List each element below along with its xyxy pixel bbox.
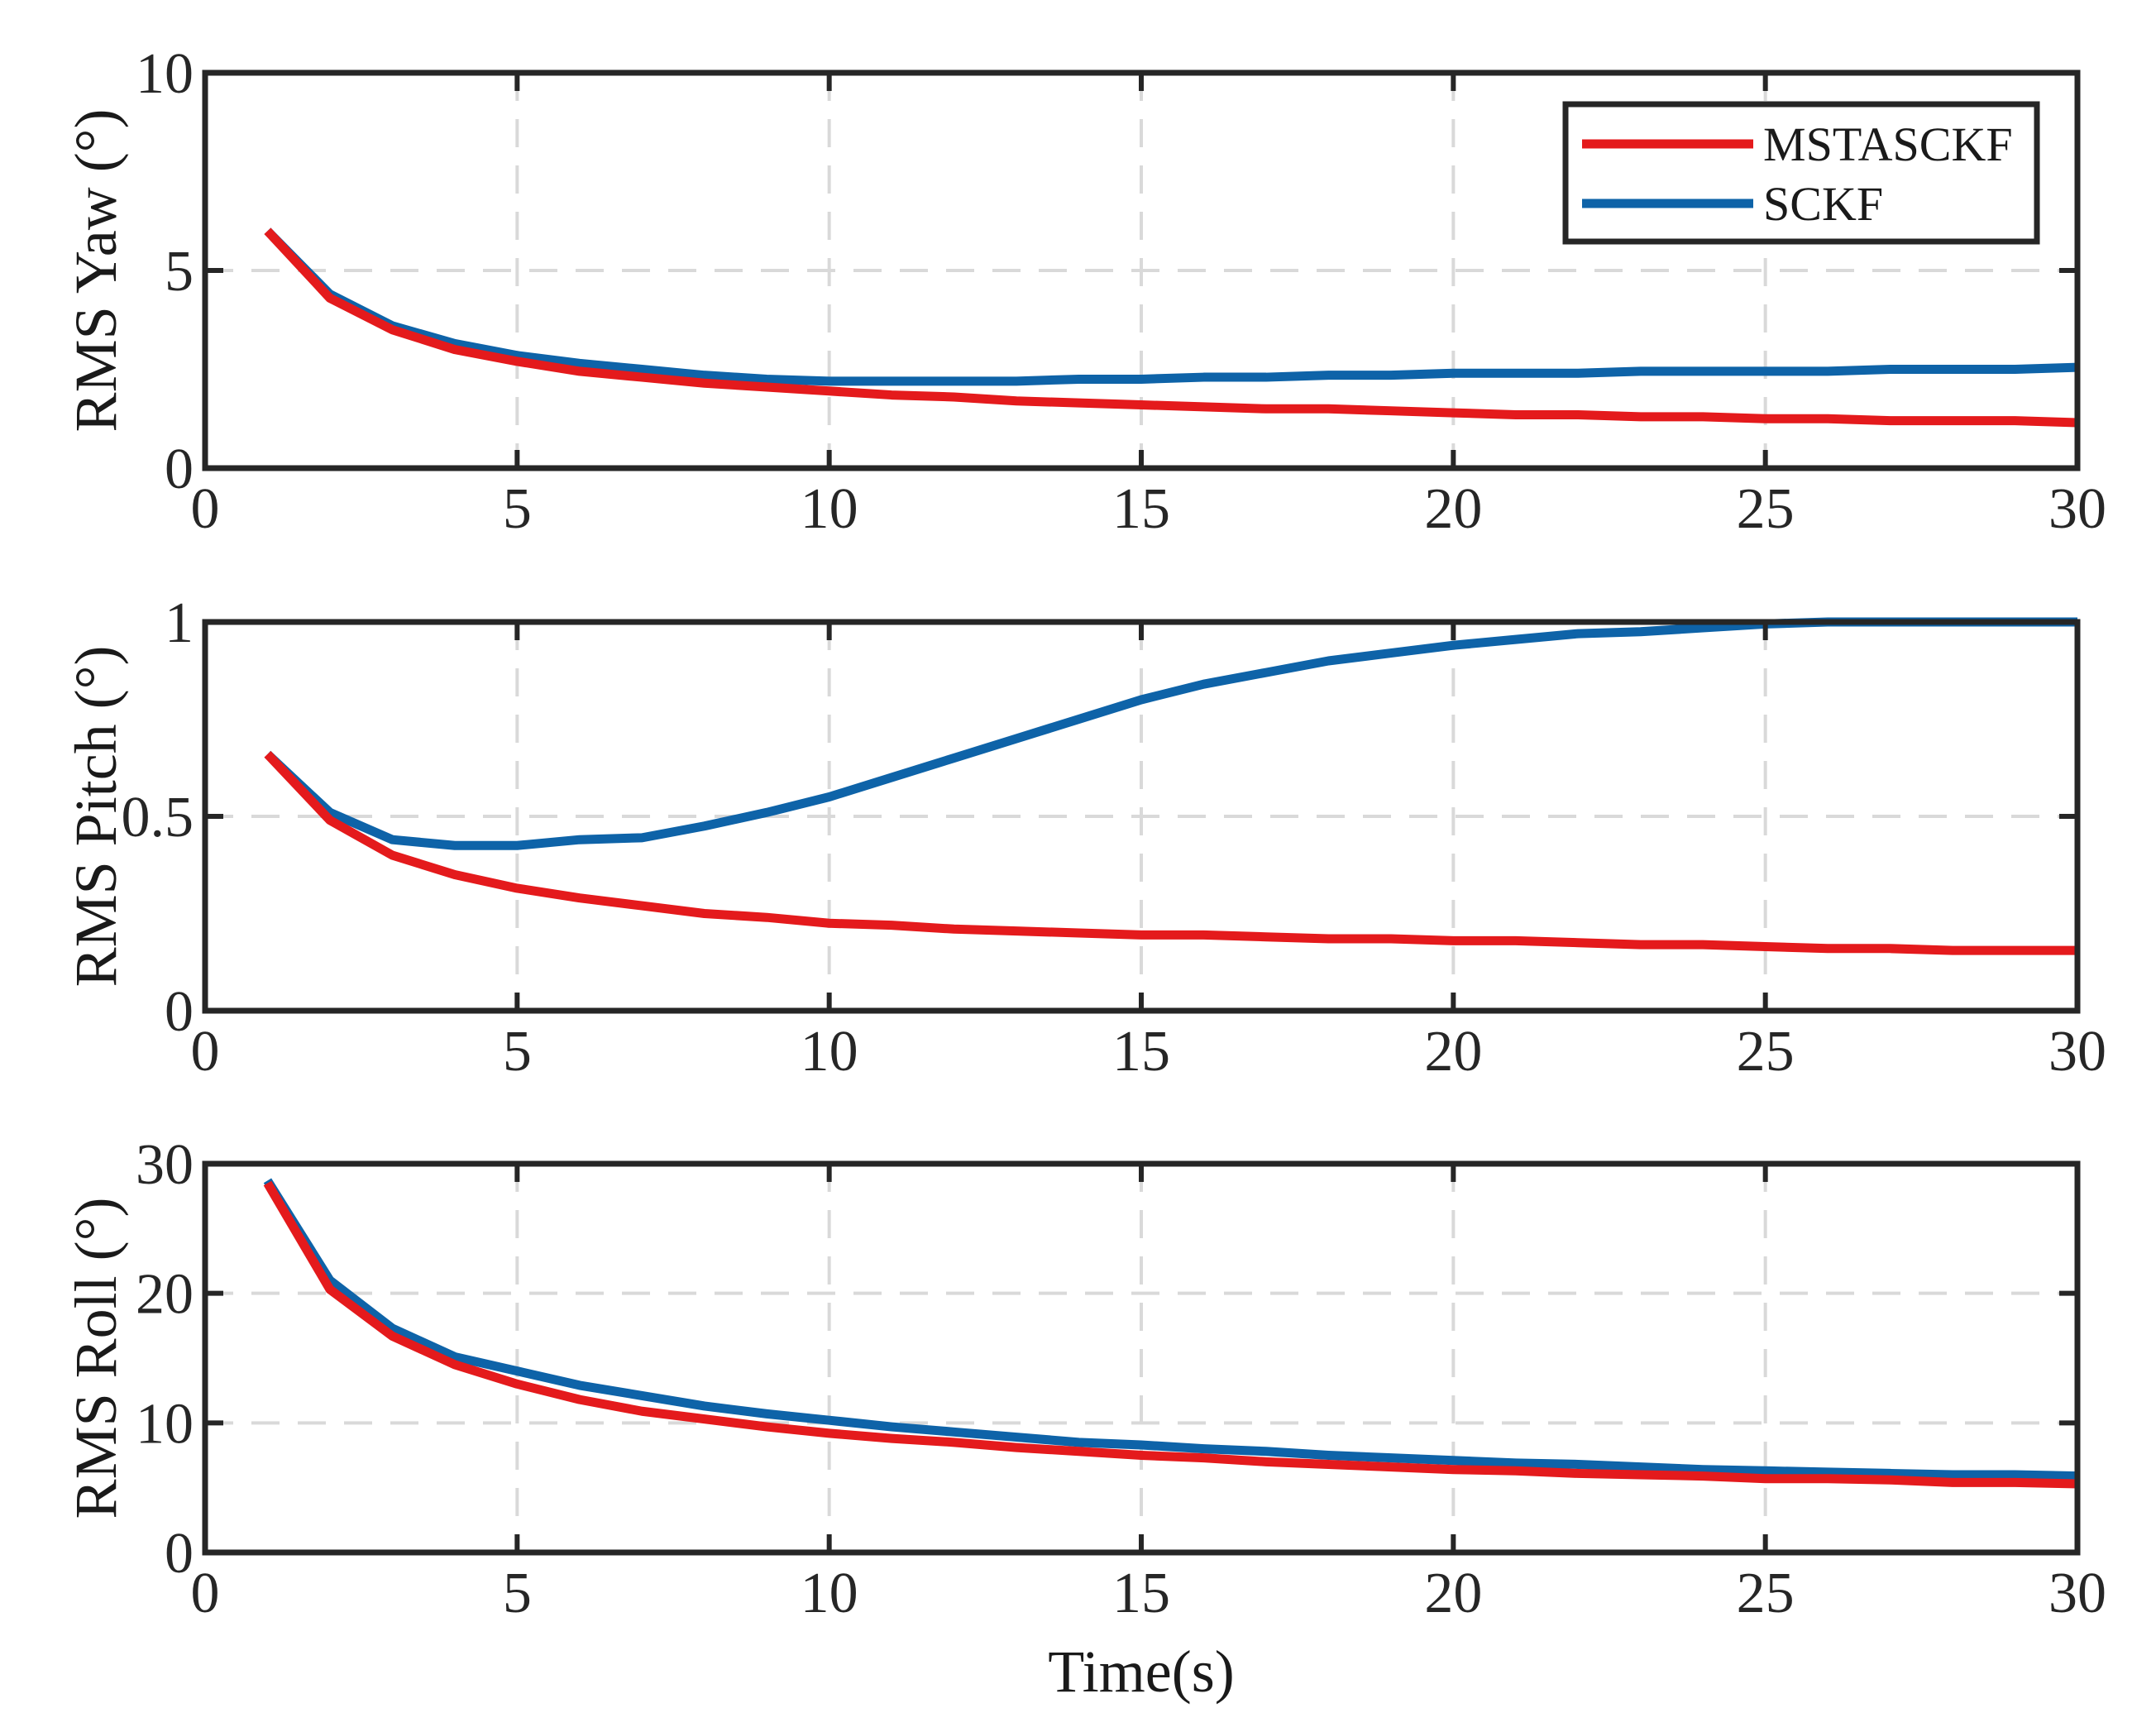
yaw-y-axis-label: RMS Yaw (°) <box>63 109 129 433</box>
pitch-x-tick-label: 0 <box>191 1020 220 1084</box>
roll-grid <box>205 1164 2077 1552</box>
yaw-x-tick-label: 10 <box>801 477 858 541</box>
roll-y-axis-label: RMS Roll (°) <box>63 1198 129 1519</box>
yaw-x-tick-label: 20 <box>1424 477 1482 541</box>
yaw-x-tick-labels: 0 5 10 15 20 25 30 <box>191 477 2107 541</box>
yaw-series <box>264 227 2078 428</box>
yaw-panel: 0 5 10 15 20 25 30 0 5 10 RMS Yaw (°) <box>63 42 2106 541</box>
pitch-y-axis-label: RMS Pitch (°) <box>63 646 129 988</box>
roll-y-tick-label: 0 <box>165 1522 194 1586</box>
yaw-y-tick-label: 5 <box>165 240 194 304</box>
yaw-x-tick-label: 30 <box>2048 477 2106 541</box>
yaw-x-tick-label: 0 <box>191 477 220 541</box>
roll-y-tick-labels: 0 10 20 30 <box>136 1133 194 1586</box>
roll-panel: 0 5 10 15 20 25 30 0 10 20 30 RMS Roll (°) Time(s… <box>63 1133 2106 1705</box>
yaw-y-tick-label: 10 <box>136 42 194 106</box>
yaw-series-mstasckf-line <box>264 227 2078 428</box>
roll-series <box>263 1178 2078 1489</box>
pitch-y-tick-label: 0.5 <box>122 786 194 849</box>
yaw-x-tick-label: 5 <box>503 477 532 541</box>
roll-x-tick-label: 25 <box>1737 1562 1795 1625</box>
pitch-y-tick-label: 1 <box>165 591 194 655</box>
pitch-x-tick-label: 5 <box>503 1020 532 1084</box>
pitch-y-tick-label: 0 <box>165 980 194 1044</box>
legend: MSTASCKF SCKF <box>1562 101 2040 245</box>
legend-label-mstasckf: MSTASCKF <box>1763 117 2013 171</box>
yaw-x-tick-label: 25 <box>1737 477 1795 541</box>
yaw-ticks <box>203 70 2080 471</box>
roll-x-tick-label: 30 <box>2048 1562 2106 1625</box>
pitch-x-tick-label: 20 <box>1424 1020 1482 1084</box>
pitch-x-tick-label: 30 <box>2048 1020 2106 1084</box>
pitch-panel: 0 5 10 15 20 25 30 00.51 RMS Pitch (°) <box>63 591 2106 1084</box>
yaw-y-tick-labels: 0 5 10 <box>136 42 194 501</box>
pitch-x-tick-labels: 0 5 10 15 20 25 30 <box>191 1020 2107 1084</box>
roll-x-tick-labels: 0 5 10 15 20 25 30 <box>191 1562 2107 1625</box>
roll-ticks <box>203 1161 2080 1555</box>
roll-x-tick-label: 5 <box>503 1562 532 1625</box>
roll-series-mstasckf-line <box>263 1180 2078 1489</box>
pitch-grid <box>205 622 2077 1011</box>
pitch-x-tick-label: 15 <box>1112 1020 1170 1084</box>
roll-series-sckf-line <box>263 1178 2078 1481</box>
yaw-x-tick-label: 15 <box>1112 477 1170 541</box>
yaw-y-tick-label: 0 <box>165 438 194 501</box>
pitch-y-tick-labels: 00.51 <box>122 591 194 1044</box>
pitch-x-tick-label: 25 <box>1737 1020 1795 1084</box>
yaw-series-sckf-line <box>264 227 2078 386</box>
legend-label-sckf: SCKF <box>1763 177 1883 231</box>
roll-x-tick-label: 15 <box>1112 1562 1170 1625</box>
pitch-x-tick-label: 10 <box>801 1020 858 1084</box>
yaw-grid <box>205 73 2077 468</box>
roll-y-tick-label: 30 <box>136 1133 194 1197</box>
roll-y-tick-label: 20 <box>136 1263 194 1327</box>
pitch-series-mstasckf-line <box>264 751 2077 955</box>
pitch-ticks <box>203 620 2080 1013</box>
roll-x-tick-label: 10 <box>801 1562 858 1625</box>
legend-box <box>1562 101 2040 245</box>
roll-y-tick-label: 10 <box>136 1392 194 1456</box>
time-x-axis-label: Time(s) <box>1048 1638 1234 1705</box>
roll-x-tick-label: 0 <box>191 1562 220 1625</box>
roll-x-tick-label: 20 <box>1424 1562 1482 1625</box>
